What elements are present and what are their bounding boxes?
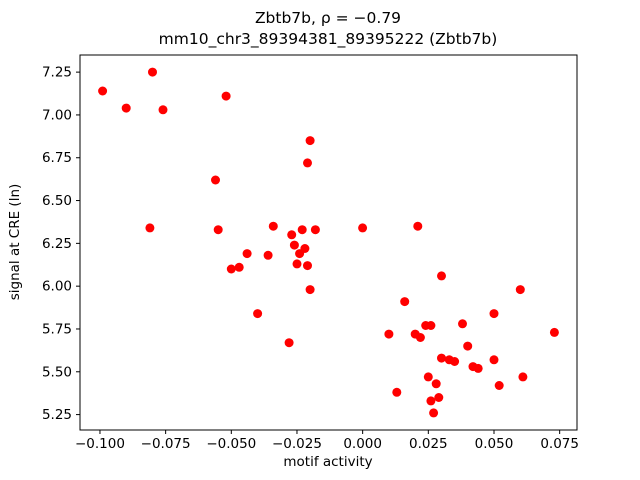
- data-point: [515, 285, 525, 295]
- data-point: [121, 103, 131, 113]
- data-point: [292, 259, 302, 269]
- data-point: [305, 136, 315, 146]
- data-point: [303, 261, 312, 271]
- data-point: [297, 225, 307, 235]
- x-tick-label: 0.050: [475, 436, 514, 452]
- data-point: [458, 319, 467, 329]
- x-tick-label: 0.075: [540, 436, 579, 452]
- chart-title-line1: Zbtb7b, ρ = −0.79: [255, 9, 401, 27]
- data-point: [518, 372, 528, 382]
- data-point: [98, 86, 108, 96]
- x-tick-label: 0.025: [409, 436, 448, 452]
- data-point: [549, 327, 559, 337]
- data-point: [426, 321, 436, 330]
- data-point: [310, 225, 320, 235]
- data-point: [213, 225, 223, 235]
- x-tick-label: −0.025: [272, 436, 322, 452]
- x-tick-label: −0.100: [75, 436, 125, 452]
- data-point: [253, 309, 263, 319]
- x-tick-label: 0.000: [343, 436, 382, 452]
- y-tick-label: 6.75: [42, 150, 72, 166]
- x-axis-label: motif activity: [283, 454, 372, 470]
- y-tick-label: 5.75: [42, 321, 72, 337]
- data-point: [489, 309, 499, 319]
- data-point: [289, 240, 299, 250]
- data-point: [158, 105, 168, 115]
- data-point: [400, 297, 410, 307]
- y-tick-label: 7.25: [42, 65, 72, 81]
- data-point: [242, 249, 252, 259]
- data-point: [263, 250, 273, 260]
- data-point: [145, 223, 155, 233]
- data-point: [437, 271, 446, 281]
- data-point: [426, 396, 436, 406]
- y-tick-label: 5.50: [42, 364, 72, 380]
- data-point: [221, 91, 231, 101]
- y-tick-label: 6.00: [42, 279, 72, 295]
- data-point: [494, 381, 504, 390]
- data-point: [148, 67, 157, 77]
- data-point: [423, 372, 433, 382]
- axes-box: [79, 54, 578, 431]
- data-point: [473, 363, 483, 373]
- scatter-points-layer: [98, 67, 559, 418]
- data-point: [429, 408, 439, 418]
- data-point: [268, 221, 278, 231]
- data-point: [303, 158, 312, 168]
- data-point: [392, 387, 402, 397]
- data-point: [437, 353, 446, 363]
- data-point: [284, 338, 294, 348]
- y-tick-label: 6.25: [42, 236, 72, 252]
- data-point: [234, 262, 244, 272]
- axes-layer: −0.100 −0.075 −0.050 −0.025 0.000 0.025 0.050 0…: [42, 54, 579, 452]
- data-point: [384, 329, 394, 339]
- data-point: [463, 341, 473, 351]
- chart-title-line2: mm10_chr3_89394381_89395222 (Zbtb7b): [159, 30, 498, 49]
- y-tick-label: 6.50: [42, 193, 72, 209]
- data-point: [450, 357, 460, 366]
- data-point: [489, 355, 499, 365]
- data-point: [300, 244, 310, 253]
- y-tick-label: 5.25: [42, 407, 72, 423]
- data-point: [226, 264, 236, 274]
- data-point: [434, 393, 444, 402]
- x-tick-label: −0.075: [141, 436, 191, 452]
- data-point: [415, 333, 425, 342]
- x-tick-label: −0.050: [206, 436, 256, 452]
- y-tick-label: 7.00: [42, 107, 72, 123]
- data-point: [287, 230, 297, 240]
- data-point: [431, 379, 441, 389]
- data-point: [413, 221, 423, 231]
- data-point: [358, 223, 368, 233]
- data-point: [305, 285, 315, 295]
- y-axis-label: signal at CRE (ln): [7, 184, 23, 301]
- data-point: [211, 175, 220, 185]
